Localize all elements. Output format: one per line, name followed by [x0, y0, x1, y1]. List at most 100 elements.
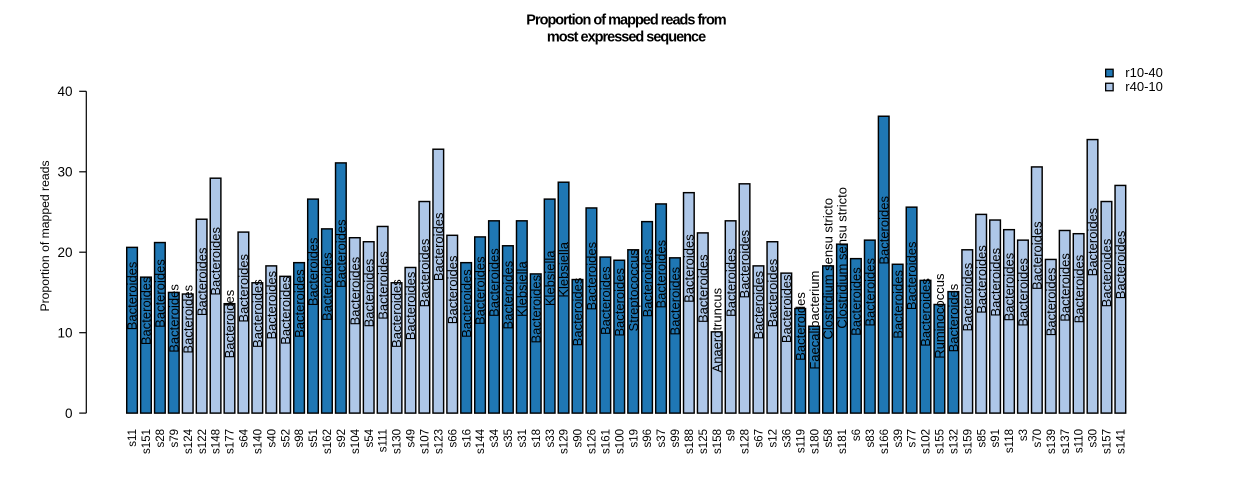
svg-text:s162: s162 — [322, 429, 334, 454]
svg-text:Bacteroides: Bacteroides — [264, 270, 279, 339]
svg-text:Klebsiella: Klebsiella — [542, 250, 557, 306]
svg-text:s98: s98 — [294, 429, 306, 448]
svg-text:s11: s11 — [127, 429, 139, 447]
svg-text:s52: s52 — [280, 429, 292, 448]
svg-text:s85: s85 — [976, 429, 988, 448]
svg-text:Bacteroides: Bacteroides — [459, 269, 474, 338]
svg-text:s91: s91 — [990, 429, 1002, 448]
svg-text:s137: s137 — [1060, 429, 1072, 454]
svg-text:Bacteroides: Bacteroides — [194, 247, 209, 316]
svg-text:s18: s18 — [531, 429, 543, 448]
svg-text:s31: s31 — [517, 429, 529, 448]
svg-text:Bacteroides: Bacteroides — [793, 292, 808, 361]
svg-text:s107: s107 — [420, 429, 432, 454]
svg-text:s64: s64 — [239, 428, 251, 447]
svg-text:Bacteroides: Bacteroides — [570, 277, 585, 346]
svg-text:s83: s83 — [865, 429, 877, 448]
svg-text:Bacteroides: Bacteroides — [250, 279, 265, 348]
svg-text:s129: s129 — [559, 429, 571, 454]
svg-text:Bacteroides: Bacteroides — [528, 274, 543, 343]
svg-text:Bacteroides: Bacteroides — [139, 276, 154, 345]
svg-text:s166: s166 — [879, 429, 891, 454]
svg-text:s177: s177 — [225, 429, 237, 454]
svg-text:30: 30 — [57, 165, 72, 180]
svg-text:Bacteroides: Bacteroides — [208, 226, 223, 295]
svg-text:Bacteroides: Bacteroides — [375, 251, 390, 320]
svg-text:Bacteroides: Bacteroides — [292, 269, 307, 338]
svg-text:s90: s90 — [573, 429, 585, 448]
svg-text:Bacteroides: Bacteroides — [417, 238, 432, 307]
svg-text:s19: s19 — [628, 429, 640, 448]
svg-text:s39: s39 — [893, 429, 905, 448]
svg-text:s159: s159 — [962, 429, 974, 454]
svg-text:Bacteroides: Bacteroides — [960, 262, 975, 331]
svg-text:Ruminococcus: Ruminococcus — [932, 273, 947, 359]
svg-text:Bacteroides: Bacteroides — [473, 256, 488, 325]
svg-text:Bacteroides: Bacteroides — [946, 283, 961, 352]
svg-text:Bacteroides: Bacteroides — [1016, 257, 1031, 326]
svg-text:Bacteroides: Bacteroides — [153, 259, 168, 328]
svg-text:Bacteroides: Bacteroides — [1099, 238, 1114, 307]
svg-text:s132: s132 — [948, 429, 960, 454]
svg-text:0: 0 — [65, 406, 73, 421]
svg-text:s37: s37 — [656, 429, 668, 448]
svg-text:s181: s181 — [837, 429, 849, 454]
svg-text:s49: s49 — [406, 429, 418, 448]
svg-text:s140: s140 — [252, 429, 264, 454]
svg-text:s30: s30 — [1088, 429, 1100, 448]
svg-text:Bacteroides: Bacteroides — [598, 266, 613, 335]
svg-text:s118: s118 — [1004, 429, 1016, 453]
svg-text:s125: s125 — [698, 429, 710, 454]
svg-text:Bacteroides: Bacteroides — [278, 276, 293, 345]
svg-text:s122: s122 — [197, 429, 209, 454]
svg-text:Bacteroides: Bacteroides — [974, 245, 989, 314]
svg-text:s148: s148 — [211, 429, 223, 454]
svg-text:Klebsiella: Klebsiella — [514, 261, 529, 317]
svg-text:Bacteroides: Bacteroides — [654, 239, 669, 308]
svg-text:Bacteroides: Bacteroides — [445, 255, 460, 324]
svg-text:s151: s151 — [141, 429, 153, 454]
svg-text:Bacteroides: Bacteroides — [389, 279, 404, 348]
svg-text:s124: s124 — [183, 428, 195, 454]
svg-text:Bacteroides: Bacteroides — [166, 284, 181, 353]
svg-text:Bacteroides: Bacteroides — [779, 274, 794, 343]
svg-text:s157: s157 — [1102, 429, 1114, 454]
svg-text:Bacteroides: Bacteroides — [1057, 253, 1072, 322]
svg-text:Bacteroides: Bacteroides — [236, 253, 251, 322]
svg-text:most expressed sequence: most expressed sequence — [547, 30, 706, 46]
svg-text:Bacteroides: Bacteroides — [306, 237, 321, 306]
svg-text:Bacteroides: Bacteroides — [890, 270, 905, 339]
svg-text:s3: s3 — [1018, 429, 1030, 441]
svg-text:Bacteroides: Bacteroides — [487, 248, 502, 317]
svg-text:s35: s35 — [503, 429, 515, 448]
svg-text:s16: s16 — [461, 429, 473, 448]
svg-text:Bacteroides: Bacteroides — [403, 271, 418, 340]
svg-text:Bacteroides: Bacteroides — [180, 284, 195, 353]
svg-text:Bacteroides: Bacteroides — [751, 270, 766, 339]
svg-text:r40-10: r40-10 — [1125, 79, 1163, 94]
svg-text:Bacteroides: Bacteroides — [765, 258, 780, 327]
svg-text:Bacteroides: Bacteroides — [501, 260, 516, 329]
svg-text:Bacteroides: Bacteroides — [876, 196, 891, 265]
svg-text:s100: s100 — [614, 429, 626, 454]
svg-text:10: 10 — [57, 326, 72, 341]
svg-text:20: 20 — [57, 245, 72, 260]
svg-text:s96: s96 — [642, 429, 654, 448]
svg-text:Clostridium sensu stricto: Clostridium sensu stricto — [821, 198, 836, 340]
svg-text:s102: s102 — [921, 429, 933, 454]
svg-text:Bacteroides: Bacteroides — [1113, 230, 1128, 299]
svg-text:Bacteroides: Bacteroides — [361, 258, 376, 327]
svg-text:s123: s123 — [433, 429, 445, 454]
svg-text:Bacteroides: Bacteroides — [125, 261, 140, 330]
svg-text:Bacteroides: Bacteroides — [640, 248, 655, 317]
svg-text:Bacteroides: Bacteroides — [1043, 267, 1058, 336]
svg-text:Bacteroides: Bacteroides — [347, 256, 362, 325]
svg-text:s58: s58 — [823, 429, 835, 448]
svg-text:s67: s67 — [754, 429, 766, 448]
svg-text:Streptococcus: Streptococcus — [626, 249, 641, 332]
svg-text:Klebsiella: Klebsiella — [556, 241, 571, 297]
svg-text:s130: s130 — [392, 429, 404, 454]
svg-text:Anaerotruncus: Anaerotruncus — [709, 287, 724, 372]
svg-text:s99: s99 — [670, 429, 682, 448]
svg-text:s79: s79 — [169, 429, 181, 448]
